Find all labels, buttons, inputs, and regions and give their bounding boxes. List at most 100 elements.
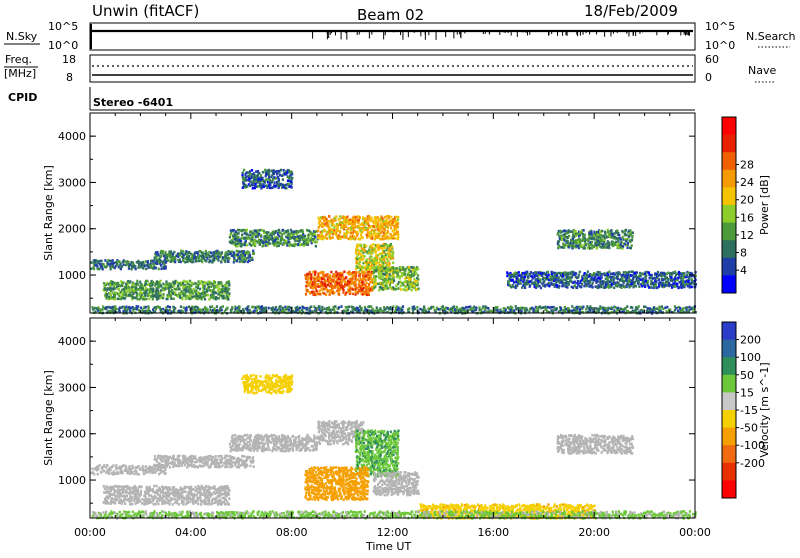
scatter-cell — [162, 250, 164, 253]
scatter-cell — [331, 219, 333, 222]
scatter-cell — [226, 293, 228, 296]
scatter-cell — [152, 284, 154, 287]
scatter-cell — [393, 279, 395, 282]
scatter-cell — [139, 468, 141, 471]
scatter-cell — [157, 455, 159, 458]
scatter-cell — [169, 462, 171, 465]
scatter-cell — [382, 287, 384, 290]
scatter-cell — [147, 260, 149, 263]
scatter-cell — [615, 272, 617, 275]
colorbar-segment — [722, 135, 736, 153]
scatter-cell — [635, 285, 637, 288]
scatter-cell — [254, 309, 256, 312]
scatter-cell — [310, 273, 312, 276]
scatter-cell — [579, 271, 581, 274]
scatter-cell — [402, 284, 404, 287]
scatter-cell — [355, 281, 357, 284]
scatter-cell — [683, 281, 685, 284]
scatter-cell — [357, 244, 359, 247]
scatter-cell — [277, 237, 279, 240]
scatter-cell — [228, 280, 230, 283]
scatter-cell — [592, 282, 594, 285]
colorbar-tick-label: 28 — [740, 159, 754, 172]
scatter-cell — [250, 244, 252, 247]
scatter-cell — [362, 273, 364, 276]
scatter-cell — [313, 291, 315, 294]
scatter-cell — [355, 271, 357, 274]
scatter-cell — [514, 281, 516, 284]
scatter-cell — [558, 276, 560, 279]
scatter-cell — [195, 289, 197, 292]
scatter-cell — [183, 306, 185, 309]
scatter-cell — [117, 288, 119, 291]
scatter-cell — [318, 219, 320, 222]
scatter-cell — [161, 470, 163, 473]
scatter-cell — [383, 250, 385, 253]
scatter-cell — [117, 472, 119, 475]
scatter-cell — [104, 259, 106, 262]
scatter-cell — [452, 309, 454, 312]
scatter-cell — [589, 247, 591, 250]
scatter-cell — [237, 236, 239, 239]
scatter-cell — [377, 222, 379, 225]
scatter-cell — [376, 306, 378, 309]
scatter-cell — [515, 308, 517, 311]
scatter-cell — [651, 274, 653, 277]
scatter-cell — [387, 230, 389, 233]
scatter-cell — [156, 262, 158, 265]
scatter-cell — [201, 261, 203, 264]
nsky-tick-low: 10^0 — [48, 39, 78, 52]
scatter-cell — [338, 293, 340, 296]
scatter-cell — [334, 305, 336, 308]
scatter-cell — [288, 169, 290, 172]
scatter-cell — [174, 307, 176, 310]
scatter-cell — [340, 272, 342, 275]
scatter-cell — [267, 231, 269, 234]
scatter-cell — [539, 278, 541, 281]
scatter-cell — [167, 287, 169, 290]
scatter-cell — [558, 285, 560, 288]
scatter-cell — [142, 468, 144, 471]
scatter-cell — [162, 261, 164, 264]
scatter-cell — [330, 237, 332, 240]
scatter-cell — [213, 295, 215, 298]
scatter-cell — [358, 224, 360, 227]
scatter-cell — [234, 238, 236, 241]
scatter-cell — [370, 244, 372, 247]
scatter-cell — [338, 306, 340, 309]
scatter-cell — [114, 472, 116, 475]
scatter-cell — [246, 309, 248, 312]
scatter-cell — [182, 455, 184, 458]
scatter-cell — [544, 284, 546, 287]
scatter-cell — [628, 276, 630, 279]
scatter-cell — [150, 264, 152, 267]
scatter-cell — [475, 307, 477, 310]
scatter-cell — [255, 240, 257, 243]
scatter-cell — [178, 464, 180, 467]
scatter-cell — [252, 187, 254, 190]
scatter-cell — [170, 297, 172, 300]
scatter-cell — [114, 305, 116, 308]
scatter-cell — [242, 172, 244, 175]
scatter-cell — [390, 216, 392, 219]
scatter-cell — [216, 305, 218, 308]
scatter-cell — [345, 292, 347, 295]
scatter-cell — [311, 233, 313, 236]
scatter-cell — [269, 183, 271, 186]
scatter-cell — [132, 263, 134, 266]
scatter-cell — [239, 251, 241, 254]
scatter-cell — [649, 307, 651, 310]
scatter-cell — [590, 230, 592, 233]
scatter-cell — [195, 292, 197, 295]
scatter-cell — [314, 281, 316, 284]
scatter-cell — [381, 255, 383, 258]
scatter-cell — [625, 229, 627, 232]
scatter-cell — [209, 260, 211, 263]
scatter-cell — [173, 251, 175, 254]
scatter-cell — [129, 263, 131, 266]
scatter-cell — [169, 466, 171, 469]
scatter-cell — [208, 251, 210, 254]
scatter-cell — [581, 283, 583, 286]
